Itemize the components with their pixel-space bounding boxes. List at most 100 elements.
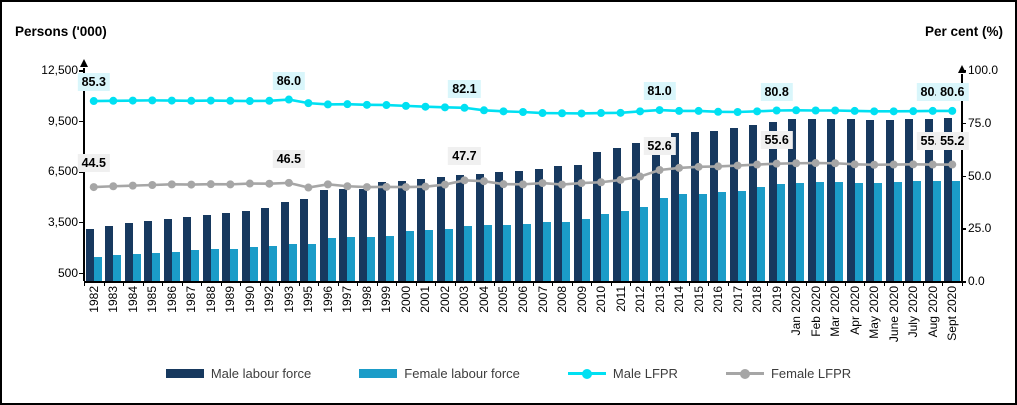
bar-male-2000 xyxy=(397,180,406,281)
legend-item-male-labour-force: Male labour force xyxy=(165,366,311,381)
x-axis-tickmark xyxy=(962,281,963,286)
right-axis-arrow-icon xyxy=(957,65,966,73)
bar-male-2003 xyxy=(456,175,465,281)
left-axis-arrow-icon xyxy=(79,59,88,67)
bar-female-1988 xyxy=(210,248,219,281)
bar-male-Mar 2020 xyxy=(827,118,836,281)
bar-female-2018 xyxy=(757,187,766,281)
male-lfpr-point-1995 xyxy=(304,99,313,108)
male-lfpr-point-Jan 2020 xyxy=(792,106,801,115)
x-axis-tickmark xyxy=(240,281,242,286)
bar-female-June 2020 xyxy=(893,181,902,281)
male-lfpr-point-2010 xyxy=(597,109,606,118)
male-lfpr-point-1993 xyxy=(284,95,293,104)
female-lfpr-point-2004 xyxy=(479,177,488,186)
bar-male-Feb 2020 xyxy=(807,118,816,281)
x-axis-tickmark xyxy=(942,281,944,286)
right-axis-line xyxy=(961,74,963,281)
x-axis-tickmark xyxy=(201,281,203,286)
female-lfpr-label-Sept 2020: 55.2 xyxy=(936,131,969,150)
right-axis-tickmark xyxy=(962,175,966,177)
bar-female-2004 xyxy=(483,225,492,281)
x-axis-tickmark xyxy=(883,281,885,286)
bar-male-1984 xyxy=(124,223,133,281)
left-axis-line xyxy=(83,68,85,281)
right-axis-tickmark xyxy=(962,228,966,230)
bar-female-1989 xyxy=(230,248,239,281)
female-lfpr-label-2013: 52.6 xyxy=(643,137,676,155)
male-lfpr-swatch-dot xyxy=(581,368,592,379)
bar-female-2014 xyxy=(679,194,688,281)
female-lfpr-point-1992 xyxy=(265,179,274,188)
legend-item-female-labour-force: Female labour force xyxy=(359,366,520,381)
female-lfpr-point-2019 xyxy=(772,159,781,168)
bar-male-1993 xyxy=(280,202,289,281)
female-lfpr-point-2010 xyxy=(597,178,606,187)
female-lfpr-point-2014 xyxy=(675,163,684,172)
bar-male-May 2020 xyxy=(866,120,875,281)
bar-female-1993 xyxy=(288,244,297,281)
female-lfpr-point-2009 xyxy=(577,179,586,188)
male-lfpr-point-2002 xyxy=(440,103,449,112)
x-axis-tickmark xyxy=(396,281,398,286)
left-axis-title: Persons ('000) xyxy=(15,24,107,39)
male-lfpr-point-2008 xyxy=(558,109,567,118)
x-axis-tickmark xyxy=(766,281,768,286)
bar-male-2002 xyxy=(436,177,445,281)
male-lfpr-point-Aug 2020 xyxy=(928,106,937,115)
x-axis-tickmark xyxy=(532,281,534,286)
male-lfpr-point-1983 xyxy=(109,96,118,105)
male-lfpr-point-1998 xyxy=(362,100,371,109)
male-lfpr-point-Mar 2020 xyxy=(831,106,840,115)
male-lfpr-point-1987 xyxy=(187,96,196,105)
bar-male-1992 xyxy=(261,208,270,281)
male-lfpr-label-2003: 82.1 xyxy=(448,79,481,98)
legend-label-male-lfpr: Male LFPR xyxy=(612,366,678,381)
bar-female-1987 xyxy=(191,250,200,281)
female-lfpr-point-1983 xyxy=(109,182,118,191)
male-lfpr-point-2019 xyxy=(772,106,781,115)
female-lfpr-point-1996 xyxy=(323,180,332,189)
female-lfpr-point-2006 xyxy=(519,180,527,189)
bar-female-1998 xyxy=(366,237,375,281)
left-axis-tick-12,500: 12,500 xyxy=(41,63,78,77)
bar-female-2013 xyxy=(659,198,668,281)
bar-female-1984 xyxy=(132,254,141,281)
bar-female-2001 xyxy=(425,230,434,281)
x-axis-tickmark xyxy=(279,281,281,286)
right-axis-title: Per cent (%) xyxy=(924,24,1003,39)
female-lfpr-label-2019: 55.6 xyxy=(760,130,793,149)
x-axis-tickmark xyxy=(786,281,788,286)
male-lfpr-point-Apr 2020 xyxy=(850,106,859,115)
x-axis-tickmark xyxy=(805,281,807,286)
male-lfpr-point-2016 xyxy=(714,107,723,116)
right-axis-tickmark xyxy=(962,122,966,125)
male-lfpr-label-1993: 86.0 xyxy=(272,71,306,90)
left-axis-tickmark xyxy=(79,120,83,123)
female-lfpr-point-1988 xyxy=(206,180,215,189)
x-axis-tickmark xyxy=(454,281,456,286)
female-lfpr-point-Feb 2020 xyxy=(811,159,820,168)
bar-male-2012 xyxy=(632,143,641,281)
bar-female-2006 xyxy=(523,224,531,281)
bar-male-Jan 2020 xyxy=(788,119,797,281)
x-axis-tickmark xyxy=(318,281,320,286)
female-lfpr-point-2007 xyxy=(538,179,547,188)
x-axis-tickmark xyxy=(844,281,846,286)
bar-male-1999 xyxy=(378,182,387,281)
male-lfpr-point-2007 xyxy=(538,109,547,118)
bar-female-July 2020 xyxy=(913,180,922,281)
male-lfpr-point-June 2020 xyxy=(889,107,898,116)
bar-male-June 2020 xyxy=(885,120,894,281)
bar-male-1989 xyxy=(222,212,231,281)
female-lfpr-point-1997 xyxy=(343,182,352,191)
female-lfpr-point-May 2020 xyxy=(870,160,879,169)
female-lfpr-point-1987 xyxy=(187,180,196,189)
left-axis-tickmark xyxy=(79,221,83,224)
bar-female-1986 xyxy=(171,251,180,281)
male-lfpr-point-2009 xyxy=(577,109,586,118)
left-axis-tickmark xyxy=(79,70,83,72)
x-axis-tickmark xyxy=(903,281,905,286)
bar-female-2015 xyxy=(698,193,707,281)
